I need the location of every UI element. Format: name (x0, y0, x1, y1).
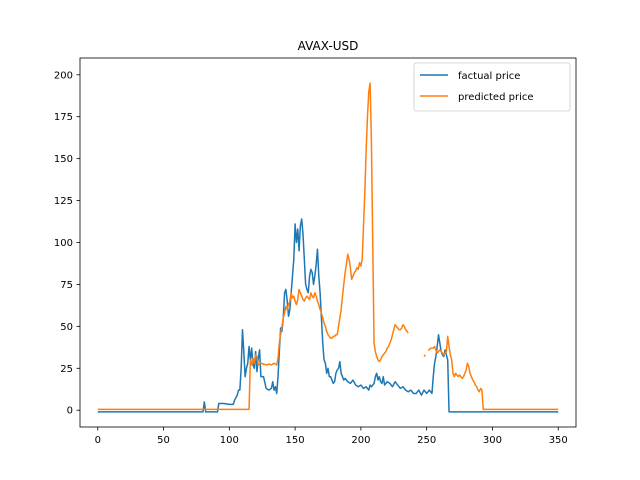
legend: factual price predicted price (413, 62, 571, 112)
y-tick-label: 175 (54, 112, 73, 123)
x-tick-label: 200 (351, 435, 370, 446)
y-tick-label: 25 (60, 364, 73, 375)
x-tick-label: 350 (549, 435, 568, 446)
x-tick-label: 300 (483, 435, 502, 446)
series-line-predicted-price (97, 82, 559, 411)
legend-box (413, 62, 571, 112)
x-tick-label: 100 (220, 435, 239, 446)
y-tick-label: 75 (60, 280, 73, 291)
axes: 0 50 100 150 200 250 300 350 0 25 50 75 100 125 150 175… (54, 57, 577, 446)
x-tick-label: 150 (286, 435, 305, 446)
chart-title: AVAX-USD (298, 39, 359, 53)
x-tick-label: 0 (95, 435, 101, 446)
y-tick-label: 150 (54, 154, 73, 165)
y-tick-label: 100 (54, 238, 73, 249)
y-tick-label: 50 (60, 322, 73, 333)
legend-label: predicted price (458, 92, 534, 103)
plot-area (97, 82, 559, 413)
y-tick-label: 200 (54, 70, 73, 81)
y-tick-label: 0 (67, 406, 73, 417)
legend-label: factual price (458, 71, 520, 82)
x-tick-label: 250 (417, 435, 436, 446)
x-tick-label: 50 (157, 435, 170, 446)
y-tick-label: 125 (54, 196, 73, 207)
